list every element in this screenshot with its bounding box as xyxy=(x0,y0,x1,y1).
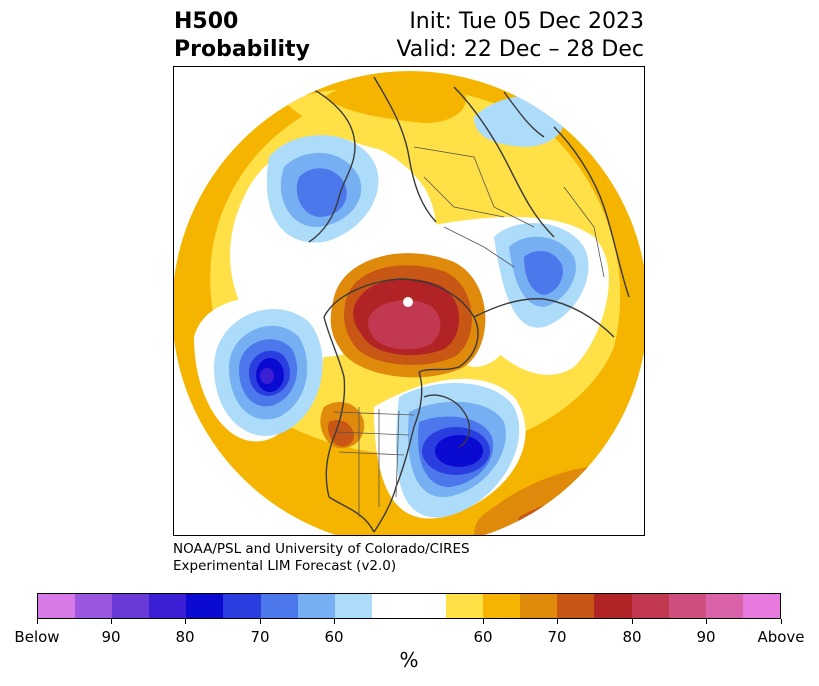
colorbar-segment xyxy=(705,594,743,618)
colorbar-tick-label: 80 xyxy=(175,628,195,646)
map-canvas xyxy=(174,71,644,535)
colorbar-segment xyxy=(631,594,669,618)
valid-range: Valid: 22 Dec – 28 Dec xyxy=(396,37,644,62)
colorbar-tick-mark xyxy=(705,619,707,624)
colorbar-tick-label: 90 xyxy=(101,628,121,646)
colorbar-unit: % xyxy=(399,648,419,672)
colorbar xyxy=(37,593,781,619)
colorbar-tick-label: 70 xyxy=(547,628,567,646)
colorbar-tick-label: 70 xyxy=(250,628,270,646)
colorbar-segment xyxy=(594,594,632,618)
colorbar-segment xyxy=(668,594,706,618)
credit: NOAA/PSL and University of Colorado/CIRE… xyxy=(173,541,470,575)
colorbar-segment xyxy=(38,594,76,618)
colorbar-tick-label: 80 xyxy=(622,628,642,646)
colorbar-segment xyxy=(408,594,447,618)
colorbar-tick-label: 60 xyxy=(324,628,344,646)
credit-line-1: NOAA/PSL and University of Colorado/CIRE… xyxy=(173,541,470,557)
coastlines xyxy=(288,76,630,533)
colorbar-tick-label: 60 xyxy=(473,628,493,646)
colorbar-segment xyxy=(260,594,298,618)
colorbar-segment xyxy=(483,594,521,618)
colorbar-tick-mark xyxy=(631,619,633,624)
colorbar-tick-label: Above xyxy=(757,628,805,646)
colorbar-segment xyxy=(149,594,187,618)
colorbar-segment xyxy=(446,594,484,618)
colorbar-tick-mark xyxy=(110,619,112,624)
colorbar-segment xyxy=(186,594,224,618)
colorbar-segment xyxy=(297,594,335,618)
colorbar-tick-mark xyxy=(36,619,38,624)
colorbar-segment xyxy=(223,594,261,618)
colorbar-segment xyxy=(371,594,409,618)
colorbar-tick-mark xyxy=(556,619,558,624)
credit-line-2: Experimental LIM Forecast (v2.0) xyxy=(173,558,397,574)
colorbar-tick-mark xyxy=(780,619,782,624)
colorbar-tick-mark xyxy=(482,619,484,624)
colorbar-segment xyxy=(742,594,780,618)
probability-field xyxy=(174,71,644,535)
colorbar-tick-mark xyxy=(184,619,186,624)
colorbar-tick-mark xyxy=(333,619,335,624)
init-date: Init: Tue 05 Dec 2023 xyxy=(409,9,644,34)
colorbar-segment xyxy=(75,594,113,618)
forecast-dates: Init: Tue 05 Dec 2023 Valid: 22 Dec – 28… xyxy=(396,8,644,64)
colorbar-segment xyxy=(520,594,558,618)
map-title: H500 Probability xyxy=(174,8,310,64)
title-line-1: H500 xyxy=(174,9,239,34)
colorbar-segment xyxy=(557,594,595,618)
colorbar-segment xyxy=(112,594,150,618)
colorbar-tick-mark xyxy=(259,619,261,624)
colorbar-segment xyxy=(334,594,372,618)
borders xyxy=(333,146,605,517)
title-line-2: Probability xyxy=(174,37,310,62)
colorbar-tick-label: Below xyxy=(14,628,60,646)
probability-map xyxy=(173,66,645,536)
colorbar-tick-label: 90 xyxy=(696,628,716,646)
